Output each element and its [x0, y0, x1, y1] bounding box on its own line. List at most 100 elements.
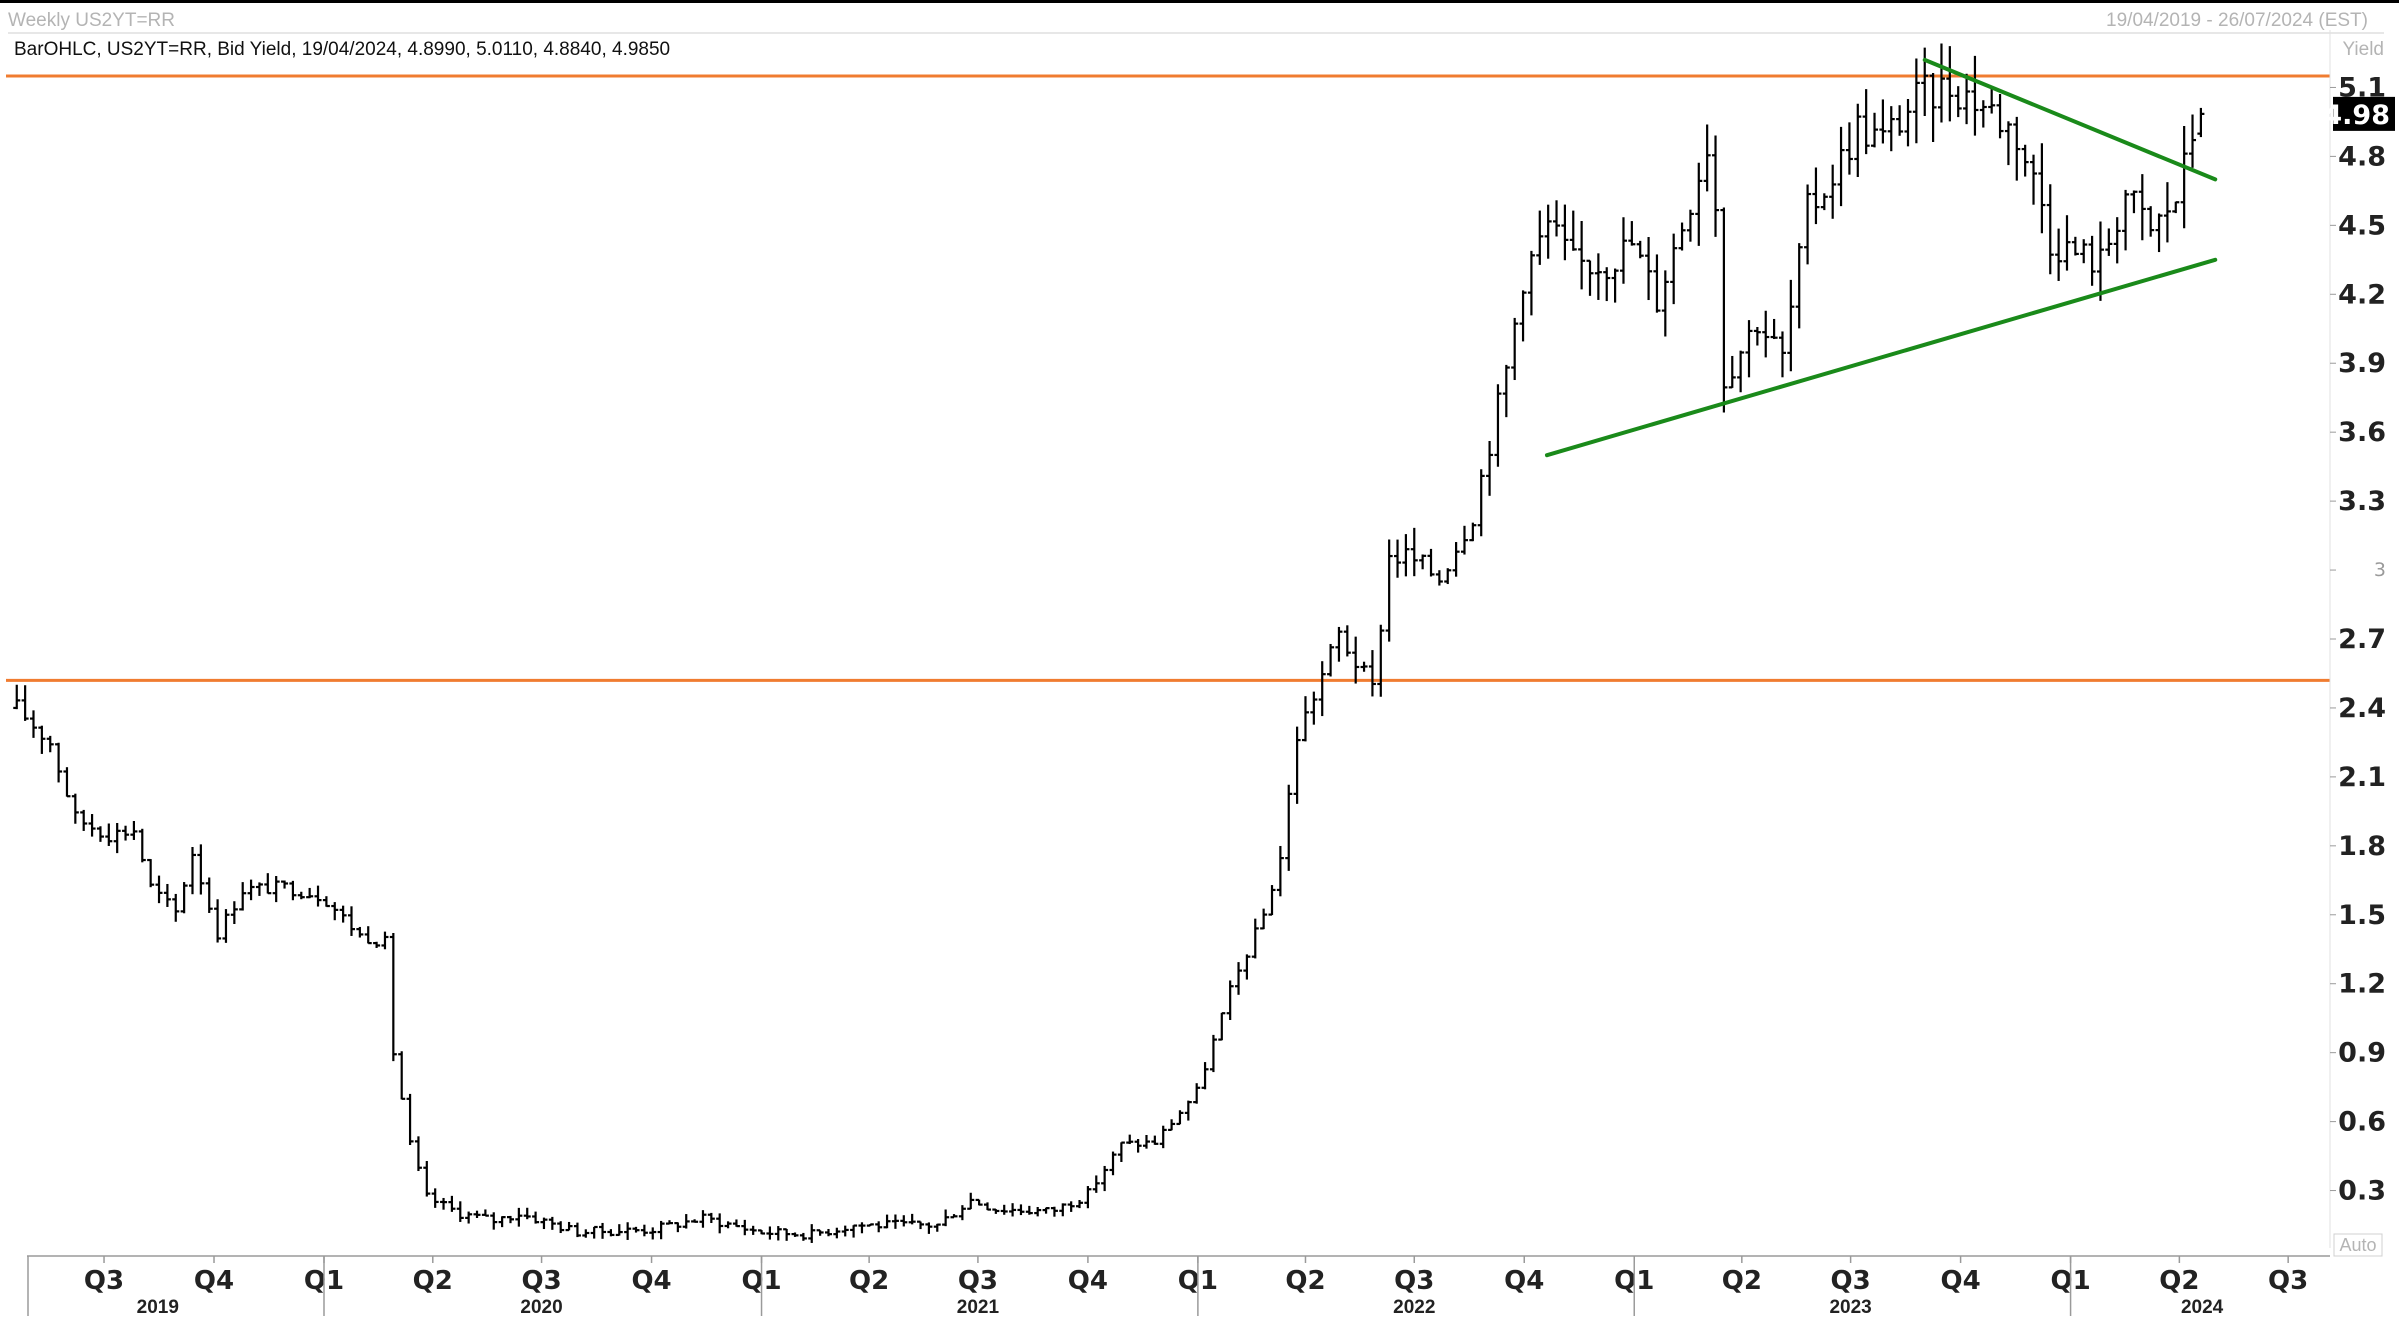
ohlc-bar — [1762, 310, 1770, 358]
ohlc-bar — [724, 1221, 732, 1229]
ohlc-bar — [1034, 1207, 1042, 1217]
ohlc-bar — [1837, 126, 1845, 207]
ohlc-bar — [607, 1229, 615, 1237]
ohlc-bar — [942, 1209, 950, 1227]
quarter-label: Q3 — [521, 1266, 561, 1296]
ohlc-bar — [105, 823, 113, 846]
y-tick-label: 4.2 — [2338, 279, 2386, 310]
ohlc-bar — [624, 1222, 632, 1240]
ohlc-bar — [908, 1213, 916, 1225]
ohlc-bar — [1142, 1134, 1150, 1149]
ohlc-bar — [2063, 215, 2071, 271]
ohlc-bar — [214, 899, 222, 943]
ohlc-bar — [741, 1219, 749, 1236]
ohlc-bar — [172, 893, 180, 922]
y-tick-label: 1.2 — [2338, 969, 2386, 1000]
quarter-label: Q4 — [1504, 1266, 1544, 1296]
ohlc-bar — [1703, 124, 1711, 192]
ohlc-bar — [1318, 661, 1326, 717]
ohlc-bar — [1235, 962, 1243, 995]
ohlc-bar — [1937, 43, 1945, 123]
ohlc-bar — [1427, 548, 1435, 577]
ohlc-bar — [540, 1217, 548, 1230]
y-tick-label: 3.6 — [2338, 417, 2386, 448]
ohlc-bar — [1929, 73, 1937, 143]
ohlc-bar — [2021, 144, 2029, 177]
ohlc-bar — [2038, 143, 2046, 234]
ohlc-bar — [707, 1212, 715, 1223]
ohlc-bar — [2155, 213, 2163, 253]
y-tick-label: 4.8 — [2338, 141, 2386, 172]
ohlc-bar — [281, 880, 289, 889]
y-tick-label: 0.9 — [2338, 1038, 2386, 1069]
ohlc-bar — [1168, 1119, 1176, 1132]
quarter-label: Q4 — [1940, 1266, 1980, 1296]
y-tick-label: 2.1 — [2338, 762, 2386, 793]
ohlc-bar — [599, 1222, 607, 1239]
ohlc-bar — [548, 1216, 556, 1230]
ohlc-bar — [992, 1208, 1000, 1214]
ohlc-bar — [1017, 1204, 1025, 1216]
ohlc-bar — [1820, 193, 1828, 211]
ohlc-bar — [2180, 125, 2188, 229]
ohlc-bar — [448, 1195, 456, 1212]
ohlc-bar — [917, 1220, 925, 1230]
ohlc-bar — [1502, 364, 1510, 418]
ohlc-bar — [71, 793, 79, 824]
ohlc-bar — [1996, 94, 2004, 139]
ohlc-bar — [1084, 1186, 1092, 1209]
quarter-label: Q3 — [2268, 1266, 2308, 1296]
ohlc-bar — [1201, 1062, 1209, 1090]
ohlc-bar — [967, 1192, 975, 1210]
ohlc-bar — [682, 1214, 690, 1229]
ohlc-bar — [1812, 167, 1820, 225]
year-label: 2020 — [520, 1297, 562, 1318]
ohlc-bar — [808, 1224, 816, 1243]
ohlc-bar — [657, 1220, 665, 1240]
ohlc-bar — [498, 1216, 506, 1228]
ohlc-bar — [2130, 190, 2138, 214]
auto-scale-button[interactable] — [2333, 1233, 2383, 1257]
ohlc-bar — [2138, 174, 2146, 241]
ohlc-bar — [1486, 441, 1494, 496]
ohlc-bar — [1896, 105, 1904, 136]
ohlc-bar — [2096, 221, 2104, 301]
ohlc-bar — [774, 1226, 782, 1241]
ohlc-bar — [1745, 320, 1753, 378]
ohlc-bar — [2122, 189, 2130, 251]
ohlc-bar — [373, 941, 381, 948]
ohlc-bar — [1009, 1203, 1017, 1217]
top-border — [0, 0, 2399, 3]
ohlc-bar — [506, 1215, 514, 1224]
ohlc-bar — [1494, 384, 1502, 467]
ohlc-bar — [1912, 58, 1920, 144]
ohlc-bar — [1954, 86, 1962, 118]
ohlc-bar — [1126, 1134, 1134, 1145]
ohlc-bar — [1645, 237, 1653, 301]
ohlc-bar — [1511, 317, 1519, 381]
ohlc-bar — [29, 710, 37, 738]
ohlc-bar — [1101, 1165, 1109, 1192]
y-tick-label: 1.5 — [2338, 900, 2386, 931]
y-tick-label: 1.8 — [2338, 831, 2386, 862]
ohlc-bar — [1553, 200, 1561, 237]
ohlc-bar — [205, 877, 213, 913]
ohlc-bar — [306, 887, 314, 899]
ohlc-bar — [272, 876, 280, 903]
ohlc-bar — [1460, 525, 1468, 555]
ohlc-bar — [674, 1222, 682, 1233]
ohlc-bar — [2197, 107, 2205, 138]
quarter-label: Q2 — [849, 1266, 889, 1296]
ohlc-bar — [1661, 270, 1669, 337]
ohlc-bar — [2013, 116, 2021, 181]
ohlc-bar — [356, 926, 364, 938]
ohlc-bar — [2030, 154, 2038, 205]
ohlc-bar — [573, 1222, 581, 1238]
quarter-label: Q4 — [1068, 1266, 1108, 1296]
ohlc-bar — [2080, 239, 2088, 264]
ohlc-bar — [1360, 661, 1368, 672]
ohlc-bar — [1603, 267, 1611, 302]
ohlc-bar — [649, 1227, 657, 1240]
ohlc-bar — [523, 1207, 531, 1220]
chart-title: Weekly US2YT=RR — [8, 10, 175, 31]
